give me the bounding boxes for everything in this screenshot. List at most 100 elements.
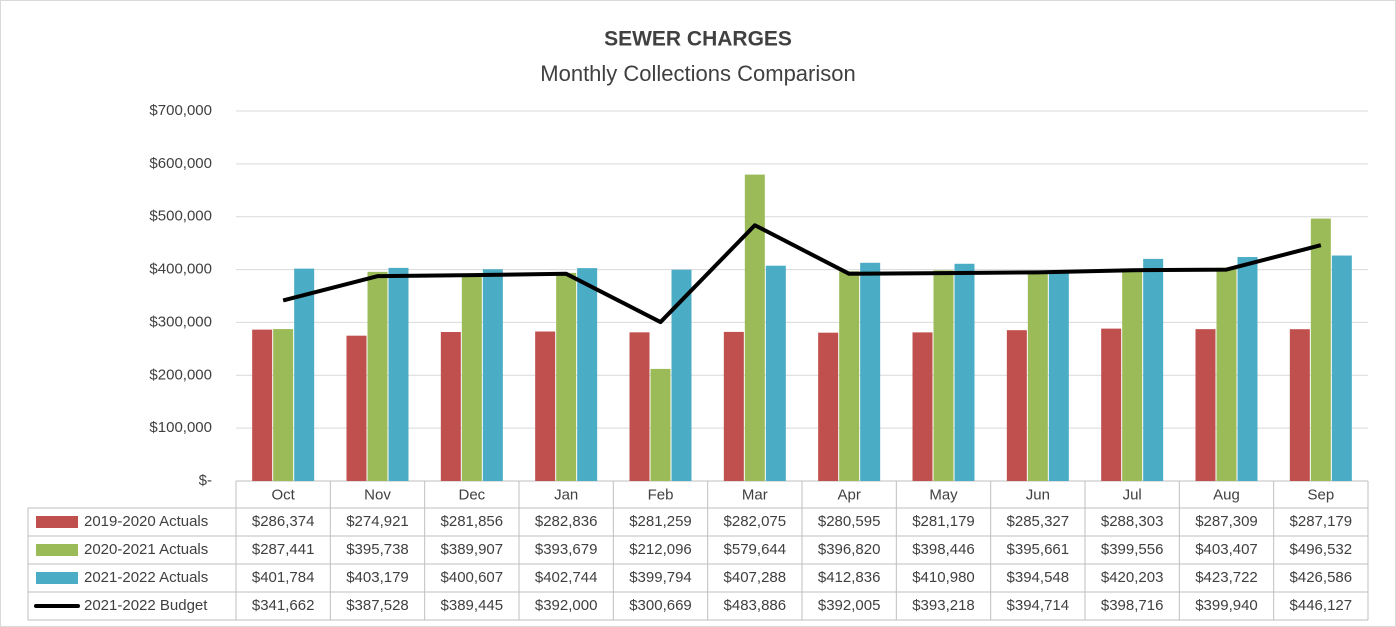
x-tick-label: Mar [742, 486, 768, 503]
chart-title: SEWER CHARGES [604, 28, 792, 51]
bar [1101, 328, 1122, 481]
table-value: $287,179 [1290, 513, 1353, 530]
bar [1027, 271, 1048, 481]
y-tick-label: $400,000 [149, 261, 212, 278]
x-tick-label: Nov [364, 486, 391, 503]
table-value: $579,644 [724, 541, 787, 558]
table-value: $407,288 [724, 569, 787, 586]
table-value: $212,096 [629, 541, 692, 558]
bar [1331, 255, 1352, 481]
bar [671, 269, 692, 481]
bar [440, 332, 461, 481]
table-value: $398,446 [912, 541, 975, 558]
table-value: $400,607 [441, 569, 504, 586]
table-value: $402,744 [535, 569, 598, 586]
budget-line [282, 223, 1322, 325]
bar [252, 329, 273, 481]
table-value: $392,005 [818, 597, 881, 614]
table-value: $394,714 [1007, 597, 1070, 614]
bar [535, 331, 556, 481]
legend-label: 2021-2022 Budget [84, 597, 208, 614]
table-value: $395,738 [346, 541, 409, 558]
bar [1195, 329, 1216, 481]
table-value: $387,528 [346, 597, 409, 614]
table-value: $399,794 [629, 569, 692, 586]
table-value: $280,595 [818, 513, 881, 530]
table-value: $398,716 [1101, 597, 1164, 614]
table-value: $410,980 [912, 569, 975, 586]
bar [1310, 218, 1331, 482]
x-tick-label: Sep [1307, 486, 1334, 503]
y-tick-label: $100,000 [149, 419, 212, 436]
bar [1006, 330, 1027, 481]
legend-label: 2021-2022 Actuals [84, 569, 208, 586]
bar [954, 263, 975, 481]
table-value: $393,679 [535, 541, 598, 558]
table-value: $393,218 [912, 597, 975, 614]
bar [1289, 329, 1310, 481]
table-value: $399,556 [1101, 541, 1164, 558]
x-tick-label: Jun [1026, 486, 1050, 503]
x-tick-label: Feb [648, 486, 674, 503]
bar [650, 368, 671, 481]
table-value: $399,940 [1195, 597, 1258, 614]
table-value: $341,662 [252, 597, 315, 614]
bar [388, 267, 409, 481]
table-value: $446,127 [1290, 597, 1353, 614]
table-value: $282,075 [724, 513, 787, 530]
table-value: $389,907 [441, 541, 504, 558]
bar [461, 274, 482, 481]
bar [744, 174, 765, 481]
table-value: $389,445 [441, 597, 504, 614]
table-value: $281,856 [441, 513, 504, 530]
legend-key [36, 516, 78, 528]
table-value: $281,259 [629, 513, 692, 530]
y-tick-label: $200,000 [149, 366, 212, 383]
y-tick-label: $700,000 [149, 102, 212, 119]
bar [1237, 257, 1258, 481]
table-value: $286,374 [252, 513, 315, 530]
bar [1122, 269, 1143, 481]
table-value: $396,820 [818, 541, 881, 558]
y-tick-label: $500,000 [149, 208, 212, 225]
x-tick-label: Jan [554, 486, 578, 503]
table-value: $287,441 [252, 541, 315, 558]
x-tick-label: May [929, 486, 958, 503]
x-tick-label: Apr [837, 486, 860, 503]
table-value: $412,836 [818, 569, 881, 586]
bar [346, 335, 367, 481]
x-tick-label: Jul [1123, 486, 1142, 503]
bar [912, 332, 933, 481]
table-value: $403,407 [1195, 541, 1258, 558]
bar [273, 329, 294, 481]
bar [1143, 258, 1164, 481]
table-value: $300,669 [629, 597, 692, 614]
legend-label: 2019-2020 Actuals [84, 513, 208, 530]
bar [860, 262, 881, 481]
bar [839, 271, 860, 481]
table-value: $423,722 [1195, 569, 1258, 586]
bar [367, 271, 388, 481]
y-tick-label: $300,000 [149, 313, 212, 330]
table-value: $420,203 [1101, 569, 1164, 586]
bar [556, 272, 577, 481]
legend-key [36, 544, 78, 556]
table-value: $392,000 [535, 597, 598, 614]
x-tick-label: Dec [458, 486, 485, 503]
table-value: $274,921 [346, 513, 409, 530]
table-value: $285,327 [1007, 513, 1070, 530]
table-value: $287,309 [1195, 513, 1258, 530]
bar [1216, 267, 1237, 481]
table-value: $282,836 [535, 513, 598, 530]
bar [765, 265, 786, 481]
chart-subtitle: Monthly Collections Comparison [540, 61, 855, 86]
legend-key [36, 572, 78, 584]
table-value: $281,179 [912, 513, 975, 530]
legend-label: 2020-2021 Actuals [84, 541, 208, 558]
table-value: $483,886 [724, 597, 787, 614]
y-tick-label: $600,000 [149, 155, 212, 172]
bar [482, 269, 503, 481]
bar [577, 268, 598, 481]
table-value: $401,784 [252, 569, 315, 586]
